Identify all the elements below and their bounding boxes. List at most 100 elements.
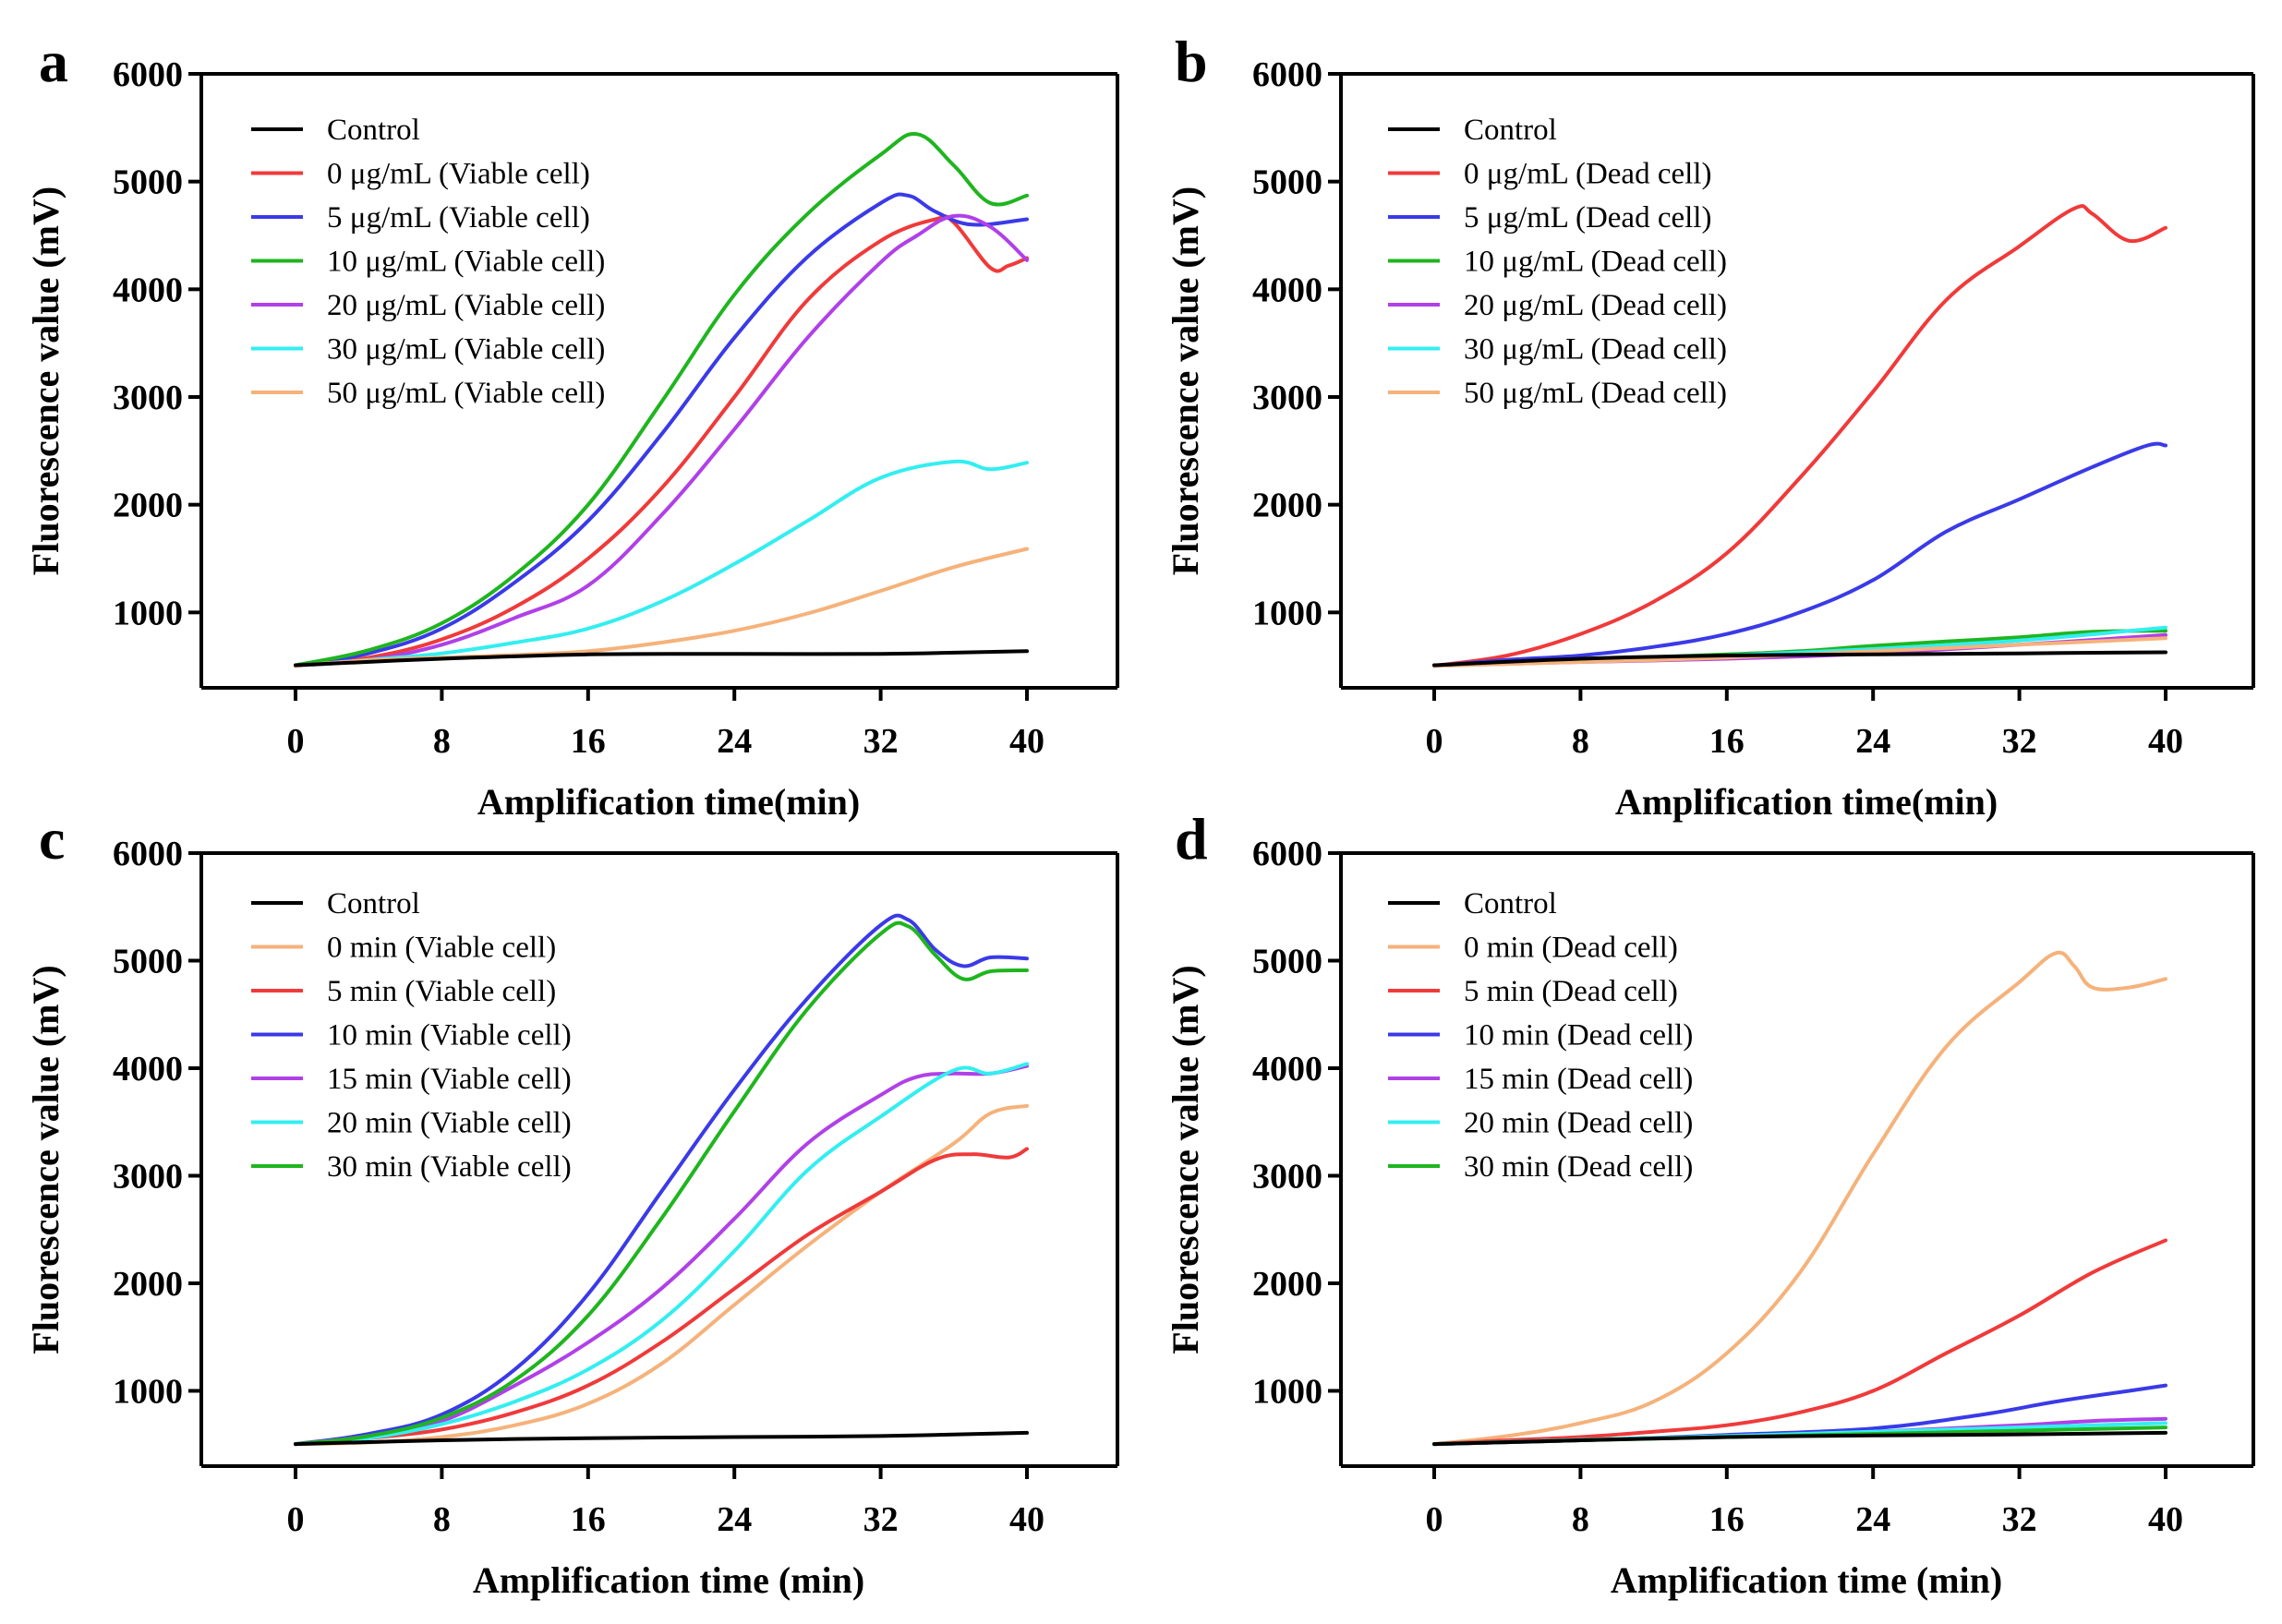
y-tick-label: 3000: [1252, 1157, 1322, 1196]
series-line-5: [294, 459, 1029, 668]
legend-label: 0 μg/mL (Viable cell): [327, 158, 590, 191]
x-axis-title: Amplification time(min): [477, 781, 860, 823]
x-tick-label: 8: [433, 722, 451, 761]
y-tick-label: 2000: [1252, 1265, 1322, 1304]
series-line-2: [294, 1147, 1029, 1447]
x-axis-title: Amplification time(min): [1615, 781, 1998, 823]
y-tick-label: 4000: [113, 271, 183, 309]
y-tick-label: 6000: [1252, 835, 1322, 873]
x-tick-label: 32: [863, 722, 899, 761]
series-line-0: [294, 1430, 1029, 1447]
panel-letter: c: [39, 806, 65, 872]
series-line-0: [1432, 650, 2167, 668]
legend-label: 10 min (Viable cell): [327, 1019, 572, 1053]
series-line-6: [294, 920, 1029, 1447]
x-tick-label: 24: [1855, 1500, 1890, 1539]
legend-label: 50 μg/mL (Dead cell): [1464, 377, 1727, 410]
legend-label: 20 μg/mL (Dead cell): [1464, 289, 1727, 322]
panel-letter: a: [39, 29, 68, 94]
y-axis-title: Fluorescence value (mV): [1165, 965, 1206, 1353]
legend-label: 5 min (Dead cell): [1464, 975, 1678, 1008]
series-line-3: [294, 913, 1029, 1447]
y-tick-label: 6000: [113, 835, 183, 873]
legend-label: 30 μg/mL (Viable cell): [327, 333, 605, 367]
series-line-2: [1432, 1238, 2167, 1447]
x-tick-label: 16: [571, 722, 606, 761]
legend-label: 30 min (Dead cell): [1464, 1150, 1693, 1184]
x-tick-label: 32: [863, 1500, 899, 1539]
x-tick-label: 32: [2002, 722, 2037, 761]
series-line-3: [294, 132, 1029, 668]
y-tick-label: 4000: [113, 1050, 183, 1089]
y-tick-label: 6000: [113, 55, 183, 94]
legend-label: Control: [1464, 114, 1557, 147]
y-tick-label: 4000: [1252, 271, 1322, 309]
y-tick-label: 2000: [113, 1265, 183, 1304]
x-tick-label: 8: [1572, 722, 1589, 761]
x-tick-label: 40: [2148, 722, 2183, 761]
x-axis-title: Amplification time (min): [473, 1559, 864, 1601]
legend-label: 20 min (Dead cell): [1464, 1107, 1693, 1140]
y-tick-label: 3000: [113, 379, 183, 417]
series-line-0: [294, 649, 1029, 668]
series-line-4: [294, 213, 1029, 668]
x-tick-label: 40: [1009, 1500, 1044, 1539]
legend-label: 10 μg/mL (Dead cell): [1464, 246, 1727, 279]
legend-label: 20 min (Viable cell): [327, 1107, 572, 1140]
x-tick-label: 24: [717, 722, 752, 761]
legend-label: 5 min (Viable cell): [327, 975, 556, 1008]
chart-panel-d: d 1000 2000 3000 4000 5000 6000 0 8 16 24 32 40 Ampli…: [1165, 806, 2255, 1601]
x-tick-label: 16: [1709, 722, 1745, 761]
legend-label: 15 min (Dead cell): [1464, 1063, 1693, 1096]
legend-label: 15 min (Viable cell): [327, 1063, 572, 1096]
x-tick-label: 0: [1426, 722, 1443, 761]
y-axis-title: Fluorescence value (mV): [25, 965, 66, 1353]
x-tick-label: 40: [2148, 1500, 2183, 1539]
y-tick-label: 1000: [1252, 1372, 1322, 1411]
series-line-1: [1432, 950, 2167, 1447]
legend-label: 50 μg/mL (Viable cell): [327, 377, 605, 410]
legend-label: Control: [1464, 887, 1557, 920]
series-line-1: [294, 1103, 1029, 1447]
series-line-1: [294, 214, 1029, 668]
panel-letter: b: [1175, 29, 1208, 94]
x-tick-label: 24: [717, 1500, 752, 1539]
x-tick-label: 16: [571, 1500, 606, 1539]
y-axis-title: Fluorescence value (mV): [1165, 186, 1206, 575]
x-tick-label: 0: [287, 722, 305, 761]
legend-label: 30 μg/mL (Dead cell): [1464, 333, 1727, 367]
y-tick-label: 3000: [113, 1157, 183, 1196]
y-tick-label: 5000: [1252, 942, 1322, 980]
legend-label: 5 μg/mL (Dead cell): [1464, 201, 1711, 235]
x-axis-title: Amplification time (min): [1611, 1559, 2002, 1601]
y-tick-label: 2000: [113, 487, 183, 525]
chart-panel-a: a 1000 2000 3000 4000 5000 6000 0 8 16 24 32 40 Ampli…: [25, 29, 1119, 823]
legend-label: 0 min (Dead cell): [1464, 932, 1678, 965]
y-tick-label: 5000: [113, 163, 183, 202]
legend-label: 0 μg/mL (Dead cell): [1464, 158, 1711, 191]
series-line-2: [1432, 441, 2167, 668]
y-tick-label: 2000: [1252, 487, 1322, 525]
chart-panel-b: b 1000 2000 3000 4000 5000 6000 0 8 16 24 32 40 Ampli…: [1165, 29, 2255, 823]
x-tick-label: 0: [287, 1500, 305, 1539]
panel-letter: d: [1175, 806, 1208, 872]
y-axis-title: Fluorescence value (mV): [25, 186, 66, 575]
series-line-2: [294, 192, 1029, 668]
y-tick-label: 1000: [113, 594, 183, 632]
legend-label: Control: [327, 114, 420, 147]
y-tick-label: 3000: [1252, 379, 1322, 417]
chart-panel-c: c 1000 2000 3000 4000 5000 6000 0 8 16 24 32 40 Ampli…: [25, 806, 1119, 1601]
x-tick-label: 0: [1426, 1500, 1443, 1539]
legend-label: Control: [327, 887, 420, 920]
legend-label: 5 μg/mL (Viable cell): [327, 201, 590, 235]
series-line-5: [294, 1062, 1029, 1447]
y-tick-label: 1000: [1252, 594, 1322, 632]
series-line-1: [1432, 204, 2167, 668]
legend-label: 10 min (Dead cell): [1464, 1019, 1693, 1053]
legend-label: 30 min (Viable cell): [327, 1150, 572, 1184]
y-tick-label: 1000: [113, 1372, 183, 1411]
x-tick-label: 24: [1855, 722, 1890, 761]
legend-label: 10 μg/mL (Viable cell): [327, 246, 605, 279]
legend-label: 20 μg/mL (Viable cell): [327, 289, 605, 322]
